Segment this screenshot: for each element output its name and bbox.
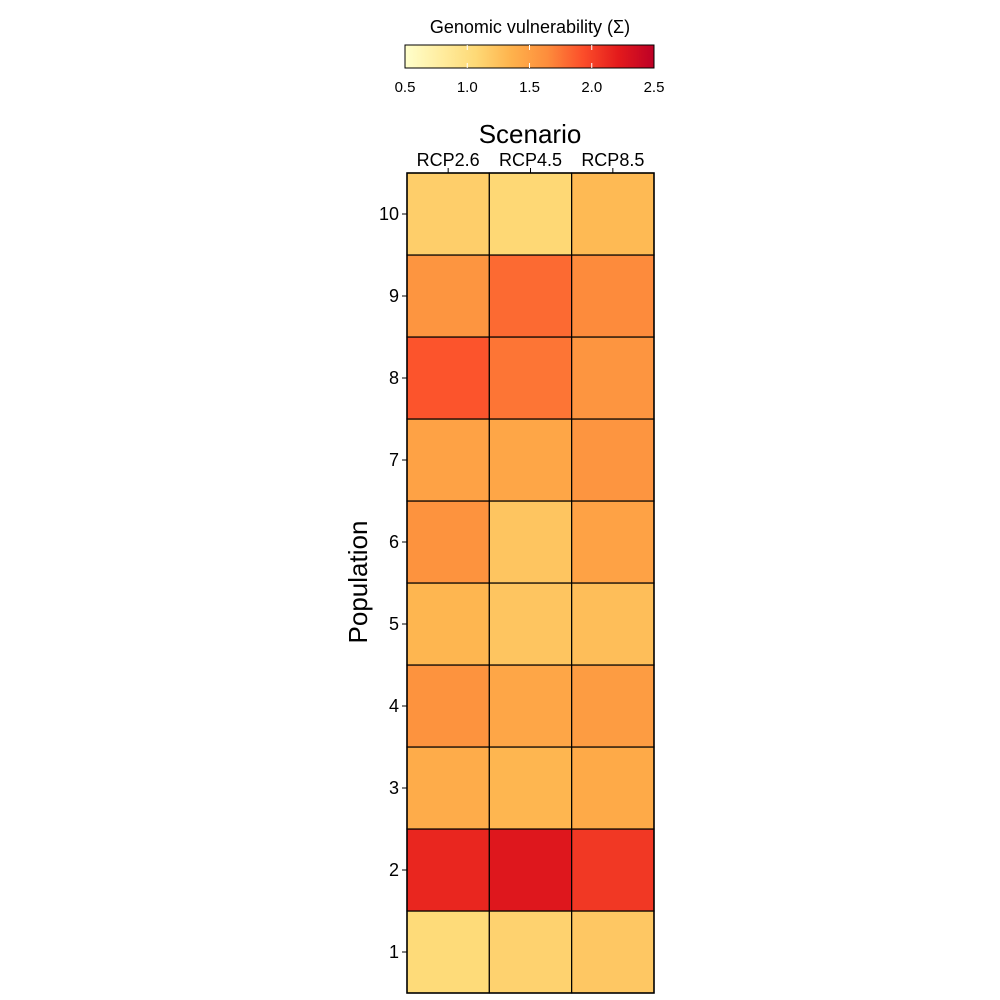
heatmap-cell bbox=[488, 254, 573, 338]
y-tick-label: 6 bbox=[389, 532, 399, 552]
heatmap-cell bbox=[571, 582, 655, 666]
y-tick-label: 10 bbox=[379, 204, 399, 224]
y-tick-label: 7 bbox=[389, 450, 399, 470]
heatmap-cell bbox=[406, 664, 490, 748]
heatmap-cell bbox=[406, 172, 490, 256]
heatmap-cell bbox=[571, 828, 655, 912]
y-tick-label: 2 bbox=[389, 860, 399, 880]
x-tick-label: RCP4.5 bbox=[499, 150, 562, 170]
heatmap-cell bbox=[571, 664, 655, 748]
heatmap-cell bbox=[488, 582, 573, 666]
heatmap-cell bbox=[488, 664, 573, 748]
heatmap-cell bbox=[571, 746, 655, 830]
y-tick-label: 5 bbox=[389, 614, 399, 634]
heatmap-cell bbox=[571, 500, 655, 584]
legend-tick-label: 0.5 bbox=[395, 79, 416, 96]
y-tick-label: 1 bbox=[389, 942, 399, 962]
plot-border bbox=[406, 172, 655, 994]
x-axis-title: Scenario bbox=[479, 119, 582, 149]
heatmap-cell bbox=[488, 910, 573, 994]
heatmap-cell bbox=[488, 828, 573, 912]
heatmap-cell bbox=[488, 418, 573, 502]
legend-tick-label: 1.0 bbox=[457, 79, 478, 96]
x-tick-label: RCP2.6 bbox=[417, 150, 480, 170]
y-tick-label: 3 bbox=[389, 778, 399, 798]
heatmap-cell bbox=[571, 172, 655, 256]
heatmap-cell bbox=[488, 500, 573, 584]
y-axis-title: Population bbox=[343, 521, 373, 644]
heatmap-cell bbox=[406, 500, 490, 584]
legend-tick-label: 1.5 bbox=[519, 79, 540, 96]
heatmap-cell bbox=[406, 418, 490, 502]
heatmap-cell bbox=[571, 336, 655, 420]
heatmap-cell bbox=[571, 910, 655, 994]
legend-tick-label: 2.0 bbox=[581, 79, 602, 96]
heatmap-cell bbox=[406, 254, 490, 338]
heatmap-cell bbox=[571, 254, 655, 338]
heatmap-cell bbox=[406, 828, 490, 912]
x-tick-label: RCP8.5 bbox=[581, 150, 644, 170]
y-tick-label: 8 bbox=[389, 368, 399, 388]
y-tick-label: 9 bbox=[389, 286, 399, 306]
heatmap-cell bbox=[571, 418, 655, 502]
heatmap-cell bbox=[488, 172, 573, 256]
heatmap-cell bbox=[488, 336, 573, 420]
legend-title: Genomic vulnerability (Σ) bbox=[430, 17, 630, 37]
legend-tick-label: 2.5 bbox=[644, 79, 665, 96]
heatmap-cell bbox=[406, 582, 490, 666]
heatmap-cell bbox=[406, 336, 490, 420]
heatmap-cell bbox=[488, 746, 573, 830]
heatmap-cell bbox=[406, 746, 490, 830]
heatmap-cell bbox=[406, 910, 490, 994]
y-tick-label: 4 bbox=[389, 696, 399, 716]
